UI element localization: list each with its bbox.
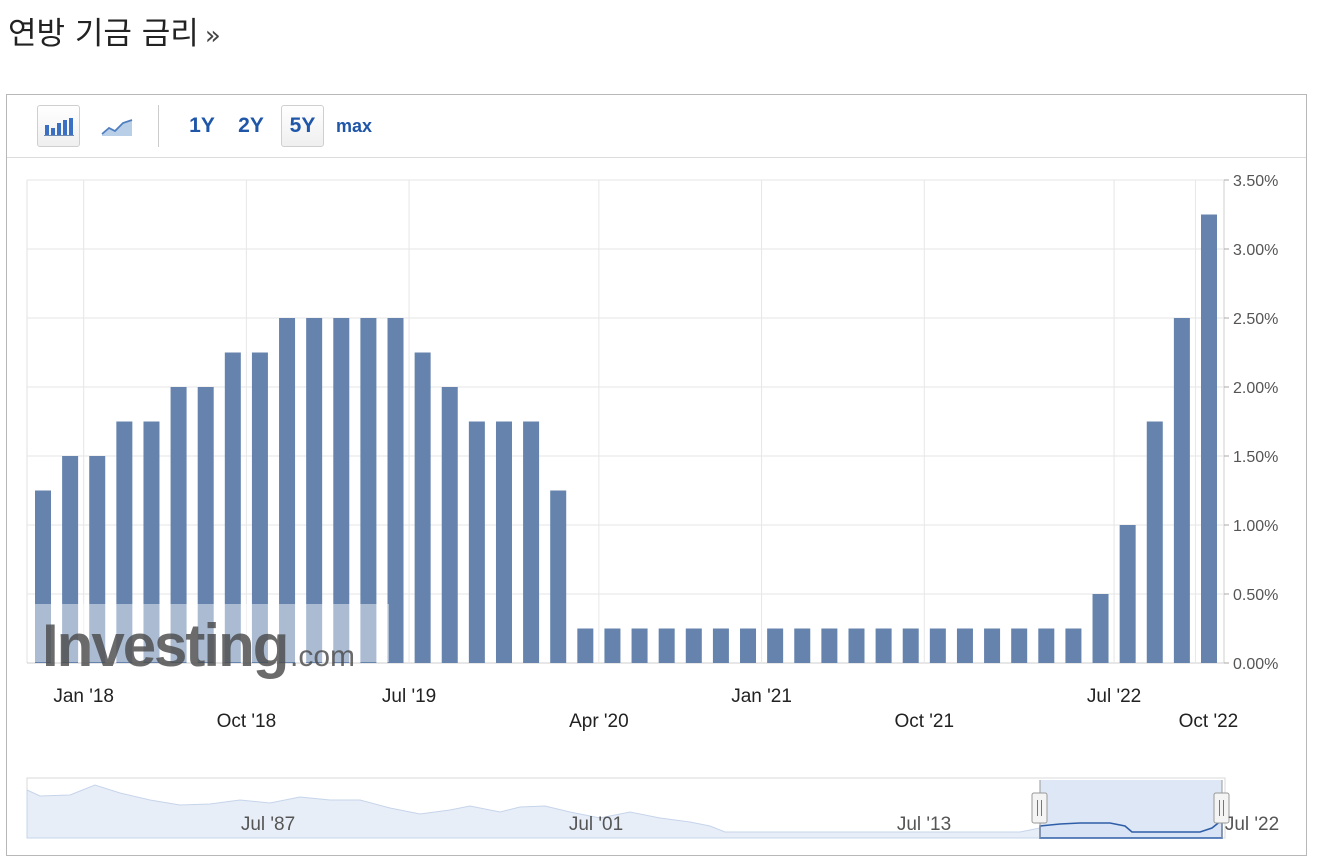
investing-watermark: Investing .com bbox=[35, 604, 389, 679]
bar bbox=[712, 628, 729, 663]
bar bbox=[1146, 421, 1163, 663]
bar bbox=[577, 628, 594, 663]
bar bbox=[848, 628, 865, 663]
bar bbox=[170, 387, 187, 663]
bar bbox=[89, 456, 106, 663]
line-chart-icon bbox=[100, 119, 132, 136]
bar bbox=[441, 387, 458, 663]
bar bbox=[821, 628, 838, 663]
x-tick-label: Oct '18 bbox=[217, 711, 277, 732]
page-title: 연방 기금 금리» bbox=[8, 8, 221, 53]
y-tick-label: 2.00% bbox=[1233, 380, 1278, 397]
bar bbox=[929, 628, 946, 663]
range-max-button[interactable]: max bbox=[335, 115, 373, 136]
page-title-text: 연방 기금 금리 bbox=[8, 16, 199, 52]
more-link-icon[interactable]: » bbox=[204, 21, 221, 51]
bar bbox=[984, 628, 1001, 663]
navigator-selected-line bbox=[1039, 818, 1223, 839]
bar bbox=[360, 318, 377, 663]
navigator-tick: Jul '22 bbox=[1225, 814, 1279, 835]
x-tick-label: Oct '22 bbox=[1179, 711, 1239, 732]
bar bbox=[306, 318, 323, 663]
bar bbox=[143, 421, 160, 663]
toolbar-separator bbox=[158, 105, 159, 147]
bar bbox=[523, 421, 540, 663]
x-tick-label: Apr '20 bbox=[569, 711, 629, 732]
bar bbox=[251, 352, 268, 663]
navigator-tick: Jul '87 bbox=[241, 814, 295, 835]
bar bbox=[414, 352, 431, 663]
chart-panel: 1Y 2Y 5Y max bbox=[6, 94, 1307, 856]
bar bbox=[794, 628, 811, 663]
watermark-brand: Investing bbox=[42, 612, 287, 679]
range-2y-button[interactable]: 2Y bbox=[238, 114, 264, 137]
x-tick-label: Jul '22 bbox=[1087, 686, 1141, 707]
bar bbox=[1201, 214, 1217, 663]
navigator-right-handle[interactable] bbox=[1213, 792, 1230, 824]
y-tick-label: 3.00% bbox=[1233, 242, 1278, 259]
bar bbox=[1065, 628, 1082, 663]
bar bbox=[875, 628, 892, 663]
bar bbox=[1092, 594, 1109, 663]
bar bbox=[1173, 318, 1190, 663]
watermark-backdrop bbox=[35, 604, 389, 662]
y-tick-label: 2.50% bbox=[1233, 311, 1278, 328]
x-tick-label: Jul '19 bbox=[382, 686, 436, 707]
bar bbox=[631, 628, 648, 663]
plot-bars bbox=[35, 214, 1217, 663]
navigator-tick: Jul '01 bbox=[569, 814, 623, 835]
y-tick-label: 1.50% bbox=[1233, 449, 1278, 466]
bar bbox=[35, 490, 51, 663]
x-tick-label: Jan '21 bbox=[731, 686, 792, 707]
bar bbox=[956, 628, 973, 663]
x-tick-label: Jan '18 bbox=[53, 686, 114, 707]
navigator-left-handle[interactable] bbox=[1031, 792, 1048, 824]
y-tick-label: 0.50% bbox=[1233, 587, 1278, 604]
range-1y-button[interactable]: 1Y bbox=[189, 114, 215, 137]
navigator-history-area bbox=[26, 784, 1041, 839]
bar bbox=[62, 456, 79, 663]
bar bbox=[1011, 628, 1028, 663]
bar bbox=[279, 318, 296, 663]
bar bbox=[685, 628, 702, 663]
bar bbox=[197, 387, 214, 663]
bar bbox=[604, 628, 621, 663]
y-tick-label: 0.00% bbox=[1233, 656, 1278, 673]
watermark-suffix: .com bbox=[290, 640, 355, 673]
bar bbox=[224, 352, 241, 663]
range-5y-button[interactable]: 5Y bbox=[281, 105, 324, 147]
x-axis-ticks: Jan '18 Jul '19 Jan '21 Jul '22 Oct '18 Apr '… bbox=[53, 686, 1238, 732]
navigator-tick: Jul '13 bbox=[897, 814, 951, 835]
y-tick-label: 3.50% bbox=[1233, 173, 1278, 190]
bar bbox=[495, 421, 512, 663]
bar bbox=[1119, 525, 1136, 663]
bar bbox=[658, 628, 675, 663]
bar bbox=[740, 628, 757, 663]
bar bbox=[387, 318, 404, 663]
bar bbox=[116, 421, 133, 663]
bar-chart-icon bbox=[43, 118, 74, 136]
bar bbox=[902, 628, 919, 663]
range-navigator[interactable]: Jul '87 Jul '01 Jul '13 Jul '22 bbox=[26, 777, 1279, 839]
chart-toolbar: 1Y 2Y 5Y max bbox=[7, 95, 1306, 158]
bar bbox=[468, 421, 485, 663]
y-tick-label: 1.00% bbox=[1233, 518, 1278, 535]
bar bbox=[1038, 628, 1055, 663]
bar bbox=[550, 490, 567, 663]
y-axis-ticks: 0.00% 0.50% 1.00% 1.50% 2.00% 2.50% 3.00% 3.50% bbox=[1233, 173, 1278, 673]
line-chart-button[interactable] bbox=[95, 105, 138, 147]
bar bbox=[767, 628, 784, 663]
x-tick-label: Oct '21 bbox=[894, 711, 954, 732]
bar bbox=[333, 318, 350, 663]
bar-chart-button[interactable] bbox=[37, 105, 80, 147]
